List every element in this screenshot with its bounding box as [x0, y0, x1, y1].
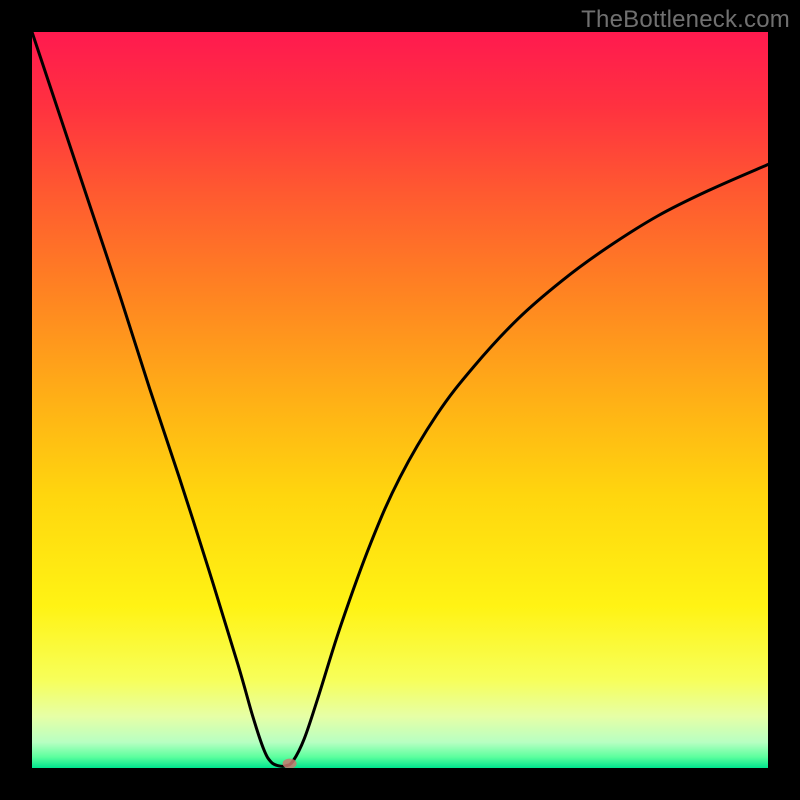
plot-area — [32, 32, 768, 768]
watermark-label: TheBottleneck.com — [581, 6, 790, 34]
chart-frame: TheBottleneck.com — [0, 0, 800, 800]
gradient-background — [32, 32, 768, 768]
chart-svg — [32, 32, 768, 768]
